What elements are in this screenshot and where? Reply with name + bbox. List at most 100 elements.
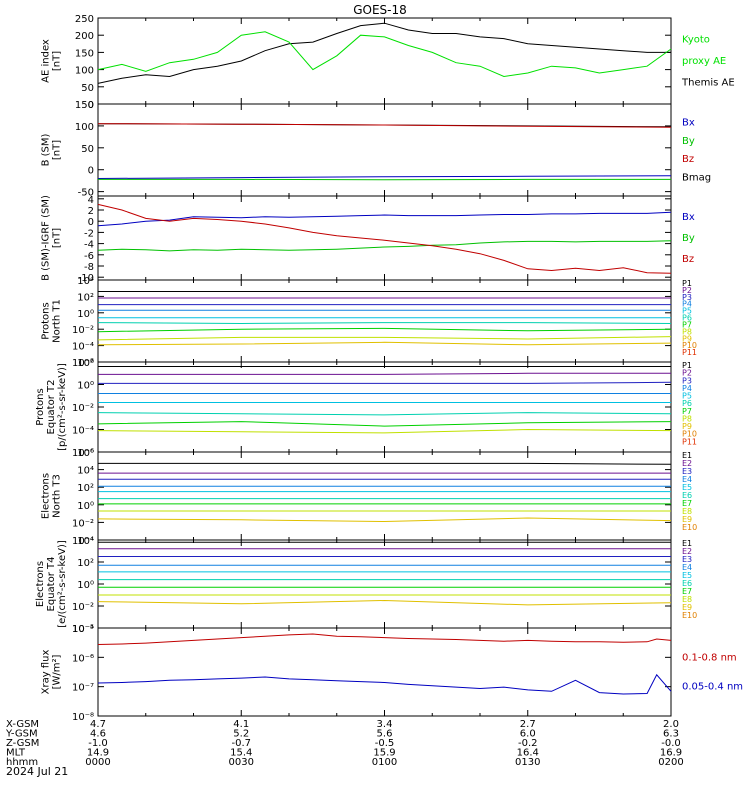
legend-entry: proxy AE bbox=[682, 56, 726, 67]
series-line-7 bbox=[97, 421, 672, 427]
legend-entry: 0.05-0.4 nm bbox=[682, 682, 743, 693]
legend-entry: E6 bbox=[682, 491, 692, 500]
y-tick-label: 150 bbox=[75, 48, 94, 59]
legend-entry: Bz bbox=[682, 154, 694, 165]
panel-e_equator: 10⁴ 10² 10⁰ 10⁻² 10⁻⁴ Electrons Equator T4 [e/(… bbox=[35, 536, 697, 635]
y-axis-label: [W/m²] bbox=[52, 654, 63, 689]
panel-frame bbox=[97, 451, 672, 541]
footer-cell: 6.3 bbox=[663, 729, 679, 740]
footer-cell: 15.4 bbox=[230, 748, 252, 759]
y-axis-label: [e/(cm²-s-sr-keV)] bbox=[57, 540, 68, 628]
y-tick-label: 10⁻⁶ bbox=[72, 653, 94, 664]
footer-cell: 5.6 bbox=[377, 729, 393, 740]
legend-entry: P6 bbox=[682, 399, 692, 408]
legend-entry: E4 bbox=[682, 475, 692, 484]
legend-entry: P2 bbox=[682, 286, 692, 295]
legend-entry: Bx bbox=[682, 212, 695, 223]
series-line-2 bbox=[97, 240, 672, 252]
series-line-2 bbox=[97, 673, 672, 695]
y-axis-label: North T1 bbox=[52, 299, 63, 343]
y-tick-label: -2 bbox=[84, 228, 94, 239]
legend-entry: P11 bbox=[682, 437, 697, 446]
footer-cell: 3.4 bbox=[377, 719, 393, 730]
y-tick-label: -4 bbox=[84, 240, 94, 251]
series-line-6 bbox=[97, 322, 672, 325]
footer-cell: 0000 bbox=[85, 757, 110, 768]
legend-entry: E5 bbox=[682, 483, 692, 492]
legend-entry: P5 bbox=[682, 307, 692, 316]
y-axis-label: Equator T2 bbox=[46, 380, 57, 435]
footer-cell: 0130 bbox=[515, 757, 540, 768]
series-line-9 bbox=[97, 341, 672, 346]
legend-entry: E10 bbox=[682, 611, 697, 620]
legend-entry: Bx bbox=[682, 117, 695, 128]
series-line-9 bbox=[97, 517, 672, 523]
series-line-3 bbox=[97, 203, 672, 274]
series-line-2 bbox=[98, 372, 671, 375]
legend-entry: P3 bbox=[682, 376, 692, 385]
legend-entry: E4 bbox=[682, 563, 692, 572]
legend-entry: P2 bbox=[682, 369, 692, 378]
y-tick-label: 10² bbox=[77, 358, 94, 369]
legend-entry: E3 bbox=[682, 555, 692, 564]
legend-entry: E9 bbox=[682, 603, 692, 612]
panel-bdiff: -10-8-6-4-2024 B (SM)-IGRF (SM) [nT] Bx By Bz bbox=[41, 195, 695, 284]
legend-entry: E9 bbox=[682, 515, 692, 524]
legend-entry: E1 bbox=[682, 539, 692, 548]
legend-entry: P3 bbox=[682, 293, 692, 302]
y-axis-label: Xray flux bbox=[41, 650, 52, 695]
panel-frame bbox=[97, 195, 672, 281]
legend-entry: E3 bbox=[682, 467, 692, 476]
y-axis-label: Equator T4 bbox=[46, 557, 57, 612]
y-tick-label: 10⁻⁴ bbox=[72, 536, 94, 547]
panel-ae: 0 50 100 150 200 250 AE index [nT] Kyoto proxy AE… bbox=[41, 14, 735, 111]
legend-entry: E8 bbox=[682, 507, 692, 516]
legend-entry: E6 bbox=[682, 579, 692, 588]
y-tick-label: 10⁴ bbox=[77, 276, 94, 287]
series-line-1 bbox=[97, 22, 671, 84]
y-axis-label: AE index bbox=[41, 39, 52, 83]
legend-entry: 0.1-0.8 nm bbox=[682, 652, 737, 663]
y-tick-label: -8 bbox=[84, 262, 94, 273]
legend-entry: P8 bbox=[682, 414, 692, 423]
footer-row-label: MLT bbox=[6, 748, 26, 759]
y-axis-label: B (SM)-IGRF (SM) bbox=[41, 195, 52, 281]
y-axis-label: B (SM) bbox=[41, 133, 52, 166]
legend-entry: E7 bbox=[682, 587, 692, 596]
y-axis-label: Electrons bbox=[35, 561, 46, 607]
series-line-8 bbox=[97, 428, 672, 434]
y-tick-label: 10⁻⁷ bbox=[72, 683, 94, 694]
series-line-8 bbox=[97, 336, 672, 341]
footer-cell: 14.9 bbox=[87, 748, 109, 759]
legend-entry: P8 bbox=[682, 327, 692, 336]
legend-entry: Bmag bbox=[682, 173, 711, 184]
legend-entry: P1 bbox=[682, 279, 692, 288]
panel-xray: 10⁻⁵ 10⁻⁶ 10⁻⁷ 10⁻⁸ Xray flux [W/m²] 0.1-0.8 n… bbox=[41, 624, 744, 723]
footer-cell: -1.0 bbox=[88, 738, 108, 749]
y-tick-label: -50 bbox=[78, 188, 94, 199]
footer-cell: -0.7 bbox=[231, 738, 251, 749]
y-tick-label: 4 bbox=[88, 195, 94, 206]
legend-entry: P11 bbox=[682, 348, 697, 357]
y-tick-label: -10 bbox=[78, 273, 94, 284]
panel-bsm: -50 0 50 100 150 B (SM) [nT] Bx By Bz Bmag bbox=[41, 100, 712, 199]
y-tick-label: 10⁻⁸ bbox=[72, 712, 94, 723]
y-tick-label: 10⁻⁴ bbox=[72, 342, 94, 353]
footer-cell: 0030 bbox=[229, 757, 254, 768]
y-axis-label: [p/(cm²-s-sr-keV)] bbox=[57, 363, 68, 451]
footer-cell: 4.6 bbox=[90, 729, 106, 740]
legend-entry: E7 bbox=[682, 499, 692, 508]
y-tick-label: 0 bbox=[88, 166, 94, 177]
legend-entry: P7 bbox=[682, 407, 692, 416]
y-tick-label: 100 bbox=[75, 122, 94, 133]
legend-entry: Themis AE bbox=[681, 78, 735, 89]
series-line-3 bbox=[97, 175, 672, 179]
y-axis-label: [nT] bbox=[52, 228, 63, 248]
footer-cell: 4.1 bbox=[233, 719, 249, 730]
legend-entry: P5 bbox=[682, 392, 692, 401]
panel-frame bbox=[97, 361, 672, 453]
y-tick-label: 250 bbox=[75, 14, 94, 25]
